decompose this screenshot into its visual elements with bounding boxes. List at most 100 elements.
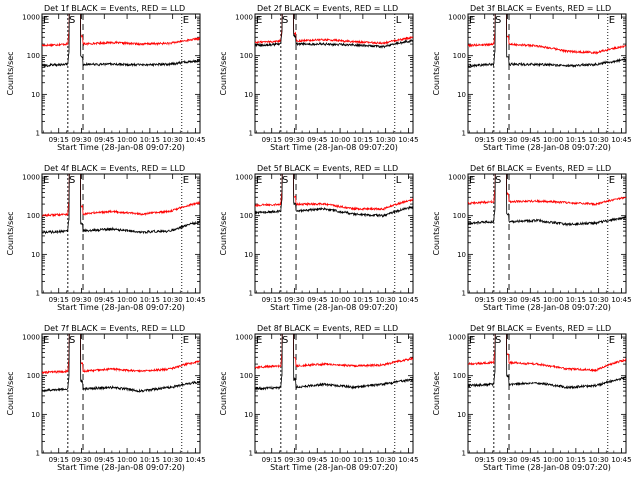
detector-panel: Det 8f BLACK = Events, RED = LLD 1 10 100 10… [213, 320, 426, 480]
x-axis-label: Start Time (28-Jan-08 09:07:20) [57, 463, 185, 472]
y-tick-label: 1 [36, 130, 40, 138]
plot-frame [254, 173, 414, 294]
marker-letter-s: S [495, 335, 501, 346]
x-tick-label: 10:15 [566, 136, 586, 144]
x-tick-label: 09:15 [49, 296, 69, 304]
plot-frame [467, 13, 627, 134]
detector-chart: Det 4f BLACK = Events, RED = LLD 1 10 100 10… [6, 164, 206, 312]
x-tick-label: 09:15 [475, 296, 495, 304]
x-tick-label: 09:45 [94, 456, 114, 464]
events-series-line [468, 14, 626, 68]
y-tick-label: 1000 [22, 334, 40, 342]
x-tick-label: 09:15 [262, 296, 282, 304]
series-group [468, 14, 626, 68]
y-tick-label: 1 [36, 290, 40, 298]
y-tick-label: 100 [240, 372, 253, 380]
plot-frame [467, 173, 627, 294]
y-tick-label: 1000 [235, 14, 253, 22]
x-tick-label: 10:00 [543, 456, 563, 464]
x-tick-label: 09:30 [284, 456, 304, 464]
marker-letter-e-right: E [609, 175, 615, 186]
x-axis-label: Start Time (28-Jan-08 09:07:20) [483, 463, 611, 472]
x-tick-label: 09:45 [307, 136, 327, 144]
x-axis-label: Start Time (28-Jan-08 09:07:20) [57, 143, 185, 152]
detector-panel: Det 2f BLACK = Events, RED = LLD 1 10 100 10… [213, 0, 426, 160]
x-tick-label: 10:45 [185, 296, 205, 304]
marker-letter-s: S [495, 15, 501, 26]
marker-letter-e: E [43, 335, 49, 346]
detector-chart: Det 9f BLACK = Events, RED = LLD 1 10 100 10… [432, 324, 632, 472]
y-tick-label: 10 [244, 251, 253, 259]
x-axis-label: Start Time (28-Jan-08 09:07:20) [270, 303, 398, 312]
x-tick-label: 09:15 [262, 456, 282, 464]
y-tick-label: 10 [244, 91, 253, 99]
y-tick-label: 100 [453, 212, 466, 220]
x-tick-label: 10:45 [398, 456, 418, 464]
detector-panel: Det 1f BLACK = Events, RED = LLD 1 10 100 10… [0, 0, 213, 160]
x-tick-label: 10:30 [589, 296, 609, 304]
marker-letter-e: E [469, 335, 475, 346]
detector-panel: Det 6f BLACK = Events, RED = LLD 1 10 100 10… [426, 160, 639, 320]
series-group [255, 14, 413, 49]
series-group [468, 174, 626, 227]
events-series-line [468, 334, 626, 390]
x-tick-label: 10:30 [376, 456, 396, 464]
x-axis-label: Start Time (28-Jan-08 09:07:20) [270, 143, 398, 152]
y-tick-label: 100 [27, 372, 40, 380]
x-tick-label: 10:45 [185, 456, 205, 464]
y-tick-label: 10 [31, 411, 40, 419]
marker-letter-e-right: E [183, 335, 189, 346]
marker-letter-s: S [69, 15, 75, 26]
marker-letter-e: E [256, 175, 262, 186]
x-tick-label: 09:45 [520, 136, 540, 144]
y-tick-label: 100 [27, 212, 40, 220]
panel-title: Det 6f BLACK = Events, RED = LLD [470, 164, 611, 173]
y-tick-label: 100 [27, 52, 40, 60]
x-tick-label: 10:30 [163, 456, 183, 464]
detector-panel: Det 9f BLACK = Events, RED = LLD 1 10 100 10… [426, 320, 639, 480]
x-tick-label: 09:30 [284, 296, 304, 304]
x-tick-label: 10:15 [566, 296, 586, 304]
x-tick-label: 10:15 [353, 456, 373, 464]
x-tick-label: 09:30 [71, 456, 91, 464]
x-axis-label: Start Time (28-Jan-08 09:07:20) [483, 303, 611, 312]
panel-title: Det 4f BLACK = Events, RED = LLD [44, 164, 185, 173]
x-tick-label: 10:30 [163, 136, 183, 144]
x-tick-label: 10:45 [611, 296, 631, 304]
plot-frame [41, 173, 201, 294]
detector-chart: Det 8f BLACK = Events, RED = LLD 1 10 100 10… [219, 324, 419, 472]
series-group [42, 334, 200, 394]
marker-letter-e: E [256, 15, 262, 26]
x-tick-label: 10:45 [398, 136, 418, 144]
marker-letter-e: E [256, 335, 262, 346]
marker-letter-e: E [43, 175, 49, 186]
x-tick-label: 09:45 [94, 296, 114, 304]
detector-chart: Det 3f BLACK = Events, RED = LLD 1 10 100 10… [432, 4, 632, 152]
x-tick-label: 10:45 [611, 136, 631, 144]
y-tick-label: 10 [31, 251, 40, 259]
marker-letter-e-right: E [183, 15, 189, 26]
y-tick-label: 1 [462, 290, 466, 298]
detector-panel: Det 5f BLACK = Events, RED = LLD 1 10 100 10… [213, 160, 426, 320]
x-tick-label: 10:30 [589, 456, 609, 464]
detector-panel: Det 4f BLACK = Events, RED = LLD 1 10 100 10… [0, 160, 213, 320]
x-tick-label: 10:45 [611, 456, 631, 464]
y-tick-label: 10 [457, 411, 466, 419]
x-tick-label: 10:15 [353, 136, 373, 144]
y-tick-label: 100 [240, 52, 253, 60]
y-tick-label: 1000 [22, 174, 40, 182]
x-tick-label: 09:15 [475, 136, 495, 144]
detector-chart: Det 6f BLACK = Events, RED = LLD 1 10 100 10… [432, 164, 632, 312]
x-tick-label: 09:30 [284, 136, 304, 144]
lld-series-line [42, 174, 200, 218]
y-tick-label: 1000 [448, 14, 466, 22]
events-series-line [255, 174, 413, 218]
y-tick-label: 1 [249, 130, 253, 138]
x-tick-label: 09:15 [49, 136, 69, 144]
y-axis-label: Counts/sec [219, 51, 228, 95]
x-tick-label: 10:00 [117, 456, 137, 464]
y-tick-label: 1000 [235, 334, 253, 342]
marker-letter-l: L [396, 335, 402, 346]
series-group [468, 334, 626, 390]
x-tick-label: 09:15 [262, 136, 282, 144]
